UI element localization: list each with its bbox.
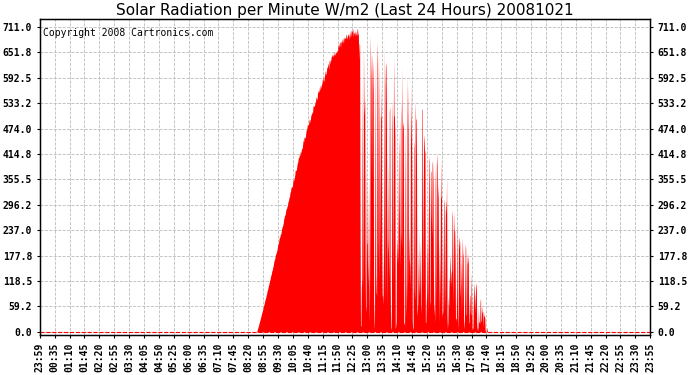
Text: Copyright 2008 Cartronics.com: Copyright 2008 Cartronics.com: [43, 28, 213, 38]
Title: Solar Radiation per Minute W/m2 (Last 24 Hours) 20081021: Solar Radiation per Minute W/m2 (Last 24…: [116, 3, 574, 18]
